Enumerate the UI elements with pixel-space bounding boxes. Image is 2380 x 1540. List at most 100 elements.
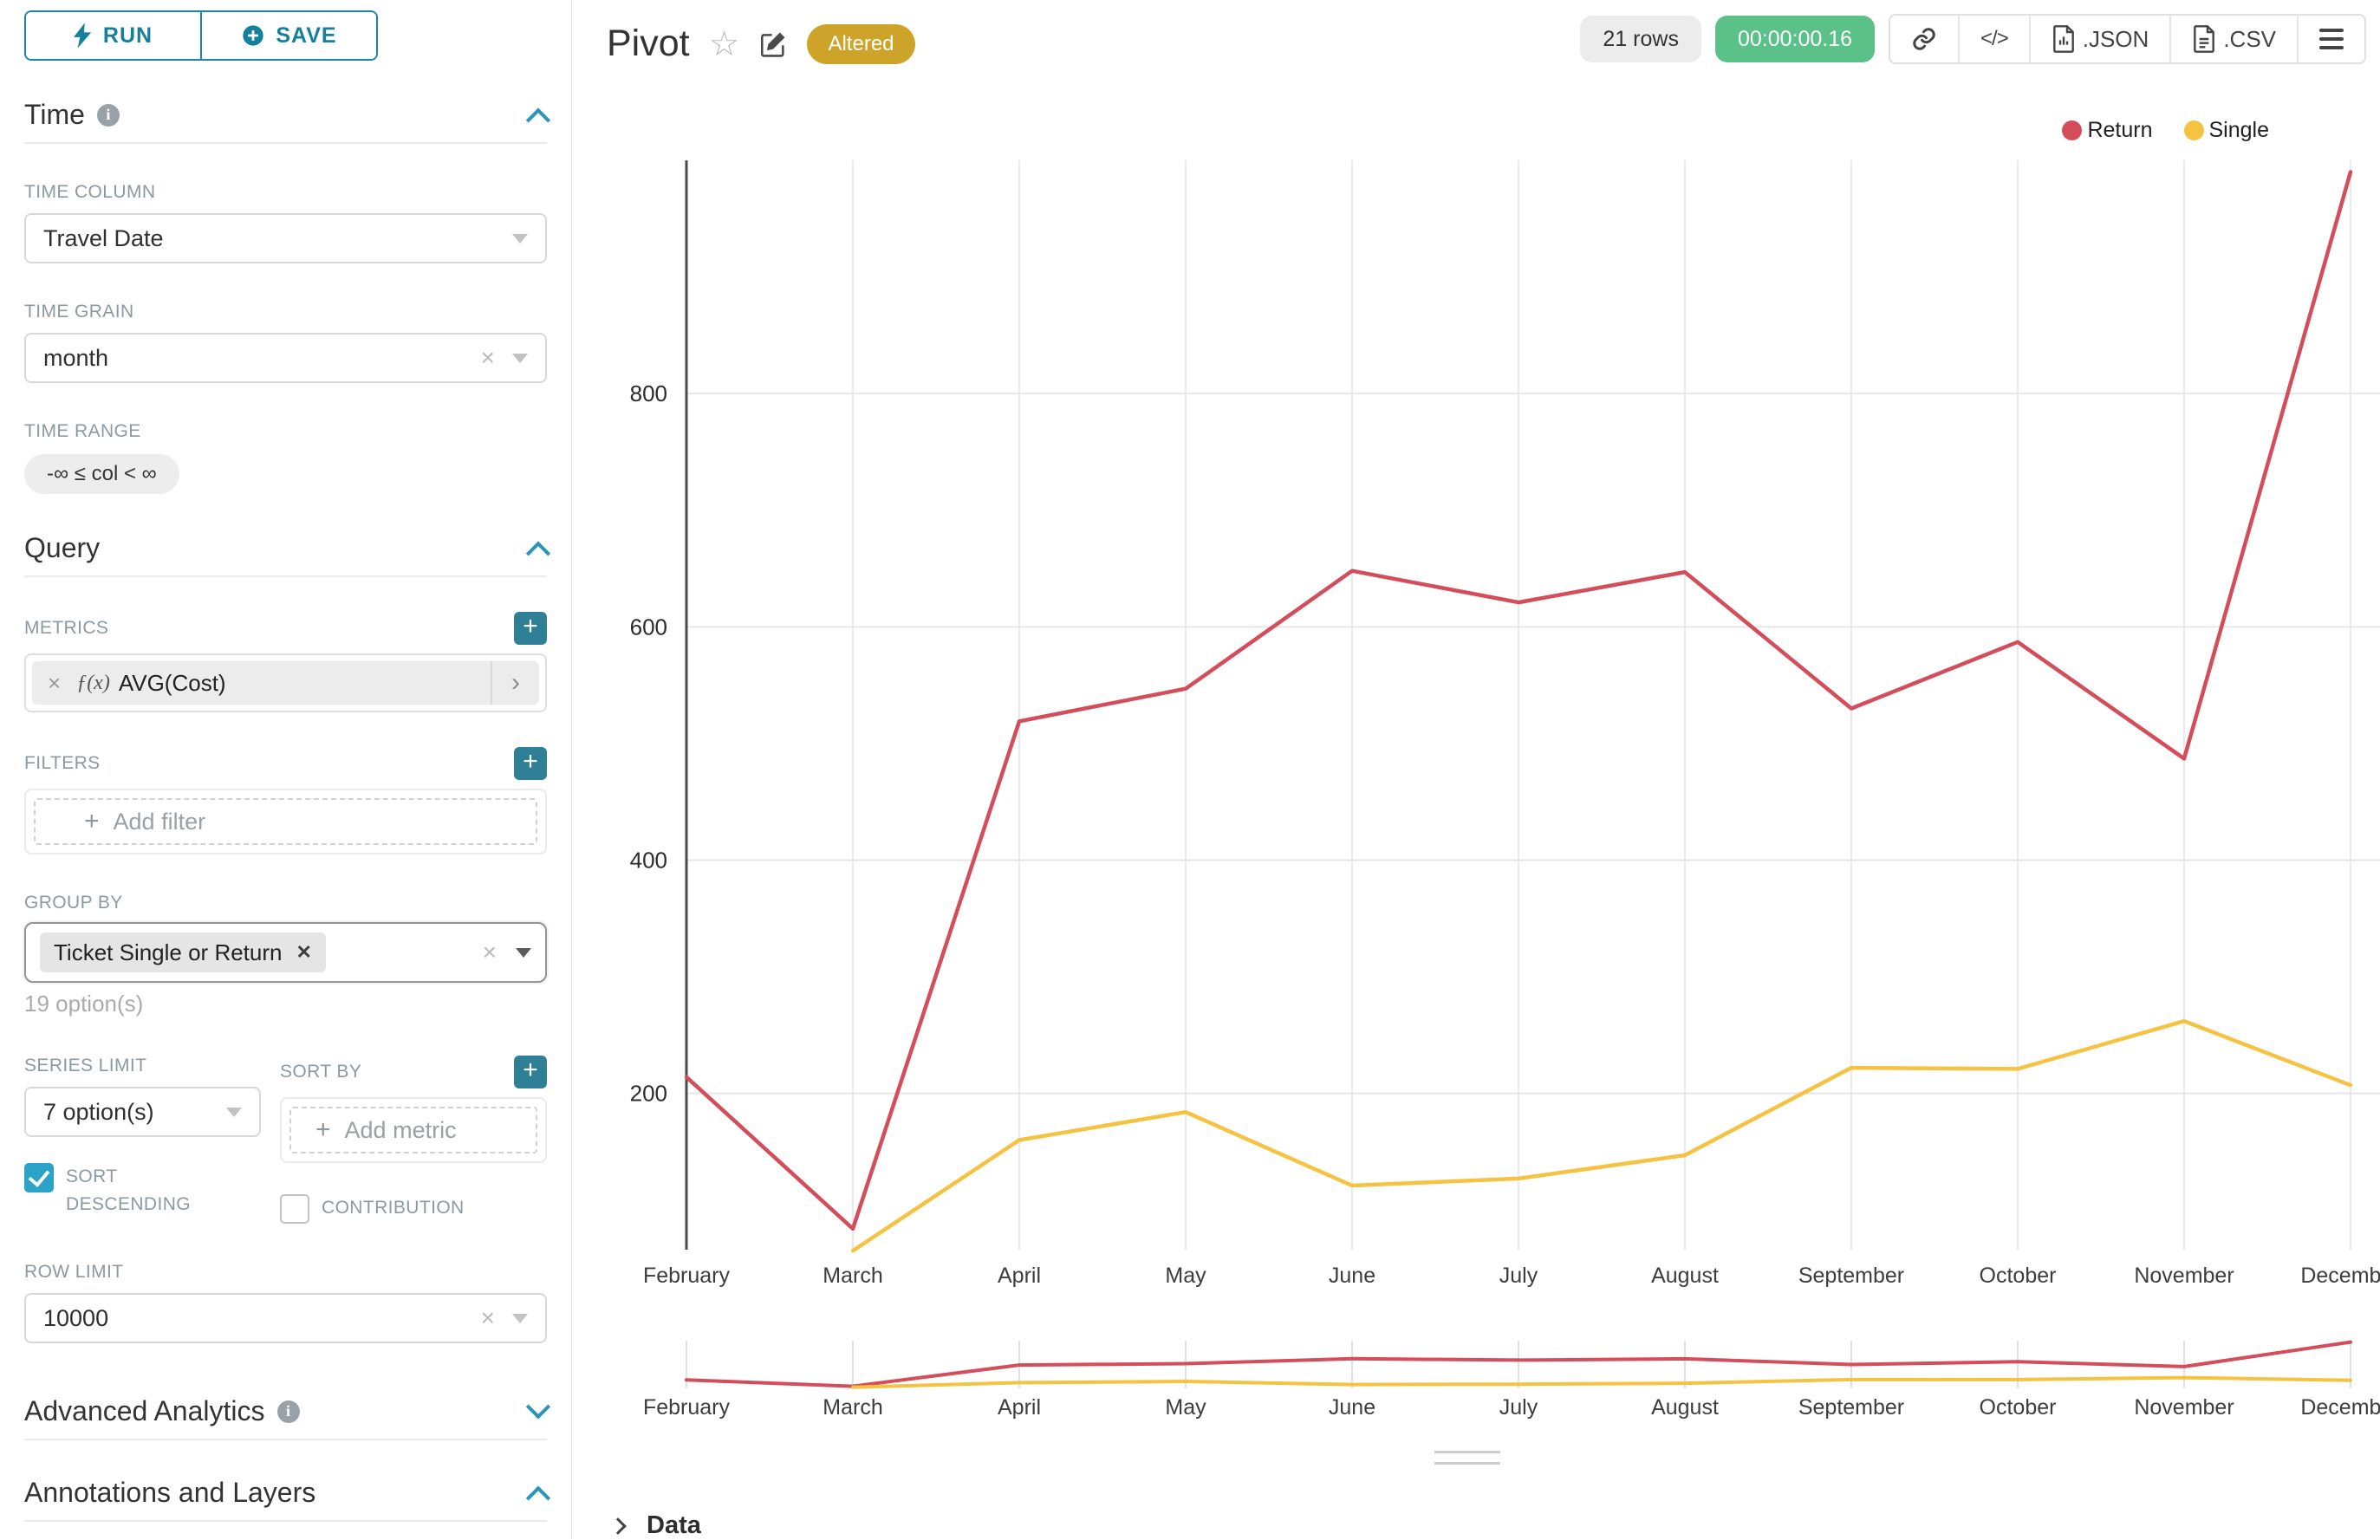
contribution-label: CONTRIBUTION: [322, 1198, 465, 1218]
add-sort-metric-button[interactable]: +: [514, 1056, 547, 1088]
clear-icon[interactable]: ×: [480, 1304, 495, 1331]
x-axis-month-label: October: [1980, 1264, 2057, 1288]
copy-link-button[interactable]: [1890, 16, 1958, 62]
minimap-month-label: August: [1651, 1395, 1719, 1420]
chevron-up-icon[interactable]: [525, 1485, 551, 1511]
y-axis-tick-label: 200: [630, 1081, 667, 1107]
metrics-container: × ƒ(x) AVG(Cost) ›: [24, 653, 547, 712]
contribution-checkbox[interactable]: [280, 1194, 309, 1224]
run-save-button-group: RUN SAVE: [24, 10, 378, 61]
json-file-icon: [2052, 25, 2074, 53]
filters-container: + Add filter: [24, 789, 547, 854]
minimap-month-label: September: [1798, 1395, 1904, 1420]
export-json-button[interactable]: .JSON: [2028, 16, 2170, 62]
return-series-line: [684, 170, 2353, 1231]
time-range-pill[interactable]: -∞ ≤ col < ∞: [24, 454, 179, 494]
x-axis-month-label: May: [1165, 1264, 1206, 1288]
row-limit-select[interactable]: 10000 ×: [24, 1293, 547, 1343]
query-section-title: Query: [24, 532, 101, 563]
annotations-header[interactable]: Annotations and Layers: [24, 1477, 551, 1511]
view-query-button[interactable]: </>: [1958, 16, 2029, 62]
csv-file-icon: [2194, 25, 2215, 53]
data-panel-toggle[interactable]: Data: [609, 1511, 701, 1540]
group-by-options-hint: 19 option(s): [24, 991, 144, 1017]
x-axis-month-label: February: [643, 1264, 731, 1288]
chevron-down-icon[interactable]: [512, 233, 528, 244]
altered-badge[interactable]: Altered: [807, 23, 915, 64]
main-chart[interactable]: February March April May June July August Septe…: [598, 147, 2380, 1309]
add-metric-button[interactable]: +: [514, 612, 547, 645]
series-limit-label: SERIES LIMIT: [24, 1056, 147, 1075]
add-filter-label: Add filter: [113, 808, 206, 835]
remove-tag-icon[interactable]: ✕: [296, 941, 312, 963]
remove-metric-icon[interactable]: ×: [48, 669, 62, 696]
chevron-down-icon[interactable]: [516, 947, 531, 958]
plus-circle-icon: [243, 25, 264, 46]
sort-descending-checkbox[interactable]: [24, 1163, 54, 1192]
return-legend-label: Return: [2087, 118, 2153, 142]
lightning-icon: [73, 23, 92, 49]
time-grain-select[interactable]: month ×: [24, 333, 547, 383]
group-by-select[interactable]: Ticket Single or Return ✕ ×: [24, 922, 547, 983]
chart-header: Pivot ☆ Altered: [607, 23, 915, 65]
more-options-button[interactable]: [2297, 16, 2364, 62]
chevron-down-icon[interactable]: [512, 353, 528, 363]
y-axis-tick-label: 800: [630, 380, 667, 406]
x-axis-month-label: August: [1651, 1264, 1719, 1288]
filters-label: FILTERS: [24, 753, 101, 773]
panel-resize-handle[interactable]: [1434, 1451, 1500, 1473]
run-button[interactable]: RUN: [26, 12, 200, 59]
info-icon[interactable]: i: [276, 1400, 300, 1423]
chevron-up-icon[interactable]: [525, 541, 551, 566]
time-column-select[interactable]: Travel Date: [24, 213, 547, 263]
export-json-label: .JSON: [2082, 25, 2149, 52]
menu-icon: [2319, 29, 2344, 49]
sort-descending-label: SORT DESCENDING: [66, 1166, 192, 1214]
edit-icon[interactable]: [758, 29, 788, 59]
time-range-label: TIME RANGE: [24, 421, 141, 441]
query-section-header[interactable]: Query: [24, 532, 551, 566]
time-section-header[interactable]: Time i: [24, 99, 551, 133]
info-icon[interactable]: i: [96, 103, 120, 127]
clear-icon[interactable]: ×: [480, 344, 495, 371]
x-axis-month-label: March: [823, 1264, 882, 1288]
series-limit-select[interactable]: 7 option(s): [24, 1087, 261, 1137]
single-legend-dot: [2183, 120, 2204, 140]
favorite-star-icon[interactable]: ☆: [708, 24, 740, 63]
group-by-tag: Ticket Single or Return ✕: [40, 932, 326, 972]
chevron-right-icon[interactable]: ›: [491, 661, 539, 705]
clear-icon[interactable]: ×: [482, 939, 497, 965]
metric-item[interactable]: × ƒ(x) AVG(Cost) ›: [32, 661, 539, 705]
export-button-group: </> .JSON .CSV: [1889, 14, 2366, 64]
sort-by-container: + Add metric: [280, 1097, 547, 1163]
row-limit-label: ROW LIMIT: [24, 1262, 124, 1282]
divider: [24, 1439, 547, 1440]
chart-toolbar: 21 rows 00:00:00.16 </> .JSON .CSV: [1580, 14, 2366, 64]
minimap-chart[interactable]: February March April May June July August Septe…: [598, 1330, 2380, 1443]
add-sort-metric-dropzone[interactable]: + Add metric: [289, 1107, 537, 1153]
row-limit-value: 10000: [43, 1304, 109, 1331]
export-csv-button[interactable]: .CSV: [2169, 16, 2297, 62]
divider: [24, 575, 547, 577]
export-csv-label: .CSV: [2223, 25, 2276, 52]
add-filter-button[interactable]: +: [514, 747, 547, 780]
metric-value: AVG(Cost): [118, 669, 226, 696]
minimap-month-label: April: [998, 1395, 1041, 1420]
legend-item-return[interactable]: Return: [2062, 118, 2153, 143]
single-legend-label: Single: [2208, 118, 2270, 142]
legend-item-single[interactable]: Single: [2183, 118, 2270, 143]
chevron-down-icon[interactable]: [226, 1107, 242, 1117]
advanced-analytics-header[interactable]: Advanced Analytics i: [24, 1394, 551, 1427]
single-minimap-line: [851, 1375, 2352, 1389]
plus-icon: +: [315, 1115, 331, 1144]
save-button[interactable]: SAVE: [200, 12, 376, 59]
group-by-label: GROUP BY: [24, 893, 123, 913]
add-filter-dropzone[interactable]: + Add filter: [34, 798, 537, 845]
chevron-up-icon[interactable]: [525, 107, 551, 133]
return-legend-dot: [2062, 120, 2083, 140]
series-limit-value: 7 option(s): [43, 1098, 154, 1125]
chevron-down-icon[interactable]: [525, 1394, 551, 1419]
x-axis-month-label: June: [1329, 1264, 1375, 1288]
chevron-down-icon[interactable]: [512, 1313, 528, 1323]
divider: [24, 1520, 547, 1522]
